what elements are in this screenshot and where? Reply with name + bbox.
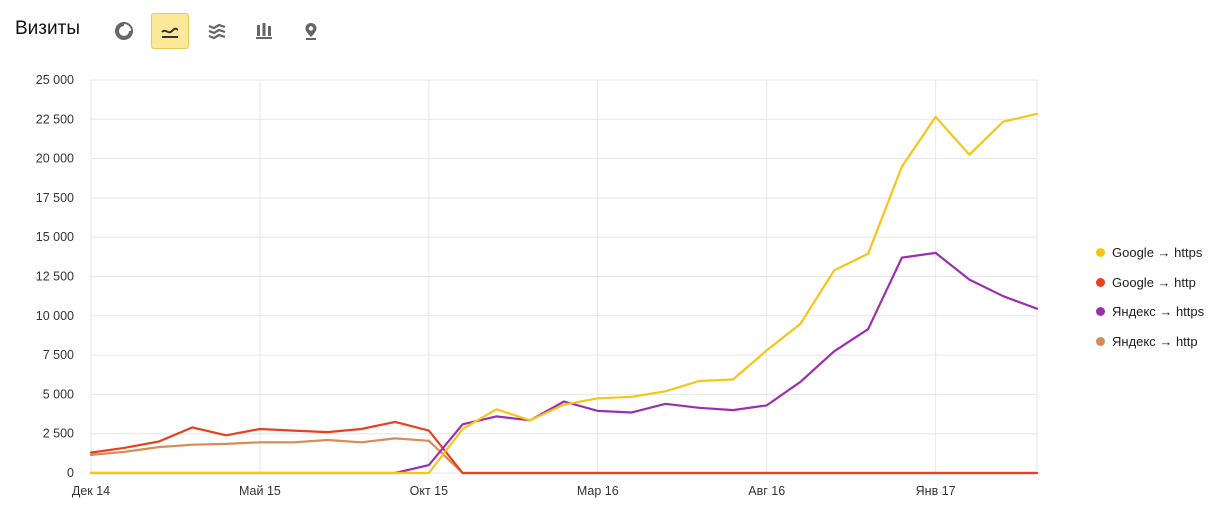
x-tick-label: Мар 16 xyxy=(577,484,619,498)
y-tick-label: 17 500 xyxy=(36,191,74,205)
pie-chart-icon xyxy=(115,22,133,40)
series-line xyxy=(89,437,1039,475)
map-pin-icon xyxy=(305,23,317,40)
legend-marker xyxy=(1096,336,1105,346)
stacked-area-button[interactable] xyxy=(198,13,236,49)
chart-legend: Google → https Google → http Яндекс → ht… xyxy=(1096,238,1231,356)
chart-title: Визиты xyxy=(15,18,80,39)
y-tick-label: 2 500 xyxy=(43,427,74,441)
legend-item[interactable]: Google → http xyxy=(1096,268,1231,298)
legend-label: Google → http xyxy=(1112,274,1196,290)
legend-marker xyxy=(1096,248,1105,258)
y-tick-label: 22 500 xyxy=(36,112,74,126)
stacked-area-icon xyxy=(208,23,226,40)
line-chart-icon xyxy=(161,27,179,38)
series-line xyxy=(89,420,1039,475)
y-tick-label: 0 xyxy=(67,466,74,480)
y-tick-label: 10 000 xyxy=(36,309,74,323)
y-tick-label: 7 500 xyxy=(43,348,74,362)
map-button[interactable] xyxy=(292,13,330,49)
series-line xyxy=(89,112,1039,475)
legend-item[interactable]: Яндекс → http xyxy=(1096,327,1231,357)
x-tick-label: Дек 14 xyxy=(72,484,110,498)
legend-item[interactable]: Google → https xyxy=(1096,238,1231,268)
legend-label: Google → https xyxy=(1112,245,1203,261)
y-tick-label: 25 000 xyxy=(36,73,74,87)
y-tick-label: 15 000 xyxy=(36,230,74,244)
chart-toolbar: Визиты xyxy=(0,0,1231,62)
legend-item[interactable]: Яндекс → https xyxy=(1096,297,1231,327)
x-tick-label: Окт 15 xyxy=(410,484,448,498)
y-tick-label: 12 500 xyxy=(36,270,74,284)
series-line xyxy=(89,251,1039,475)
legend-label: Яндекс → https xyxy=(1112,304,1205,320)
line-chart-button[interactable] xyxy=(151,13,189,49)
legend-label: Яндекс → http xyxy=(1112,333,1198,349)
pie-chart-button[interactable] xyxy=(105,13,143,49)
x-tick-label: Авг 16 xyxy=(748,484,785,498)
x-tick-label: Май 15 xyxy=(239,484,281,498)
x-tick-label: Янв 17 xyxy=(916,484,956,498)
column-chart-button[interactable] xyxy=(245,13,283,49)
line-chart: 0 2 500 5 000 7 500 10 000 12 500 15 000 17 500… xyxy=(36,73,1039,498)
legend-marker xyxy=(1096,277,1105,287)
legend-marker xyxy=(1096,307,1105,317)
y-tick-label: 5 000 xyxy=(43,387,74,401)
column-chart-icon xyxy=(256,23,272,39)
y-tick-label: 20 000 xyxy=(36,152,74,166)
